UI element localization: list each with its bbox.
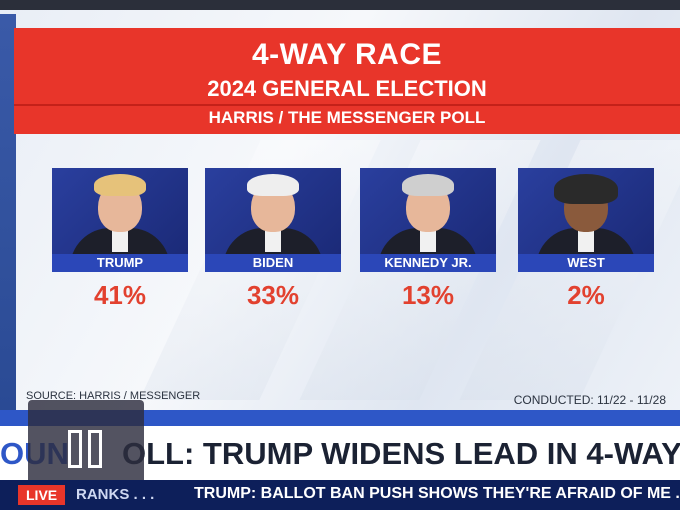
candidate-percentage: 33% (246, 280, 300, 310)
graphic-header: 4-WAY RACE 2024 GENERAL ELECTION HARRIS … (14, 28, 680, 134)
candidate-name: TRUMP (52, 254, 188, 272)
pause-icon (68, 430, 108, 473)
candidate-name: BIDEN (205, 254, 341, 272)
candidate-name: KENNEDY JR. (360, 254, 496, 272)
lower-third-headline: OLL: TRUMP WIDENS LEAD IN 4-WAY R (122, 436, 680, 471)
candidate-photo (360, 168, 496, 254)
conducted-dates: CONDUCTED: 11/22 - 11/28 (513, 393, 666, 407)
graphic-title: 4-WAY RACE (251, 38, 443, 71)
live-badge: LIVE (18, 485, 66, 505)
ticker-headline: TRUMP: BALLOT BAN PUSH SHOWS THEY'RE AFR… (194, 485, 680, 502)
news-ticker: LIVE RANKS . . . TRUMP: BALLOT BAN PUSH … (0, 480, 680, 510)
ticker-item: RANKS . . . (76, 486, 155, 503)
lower-third-band (0, 410, 680, 426)
candidate-name: WEST (518, 254, 654, 272)
candidate-photo (518, 168, 654, 254)
candidate-percentage: 41% (93, 280, 147, 310)
candidate-photo (205, 168, 341, 254)
graphic-subtitle: 2024 GENERAL ELECTION (207, 76, 487, 101)
left-accent-strip (0, 14, 16, 414)
header-divider (14, 104, 680, 106)
candidate-percentage: 13% (401, 280, 455, 310)
candidate-photo (52, 168, 188, 254)
source-credit: SOURCE: HARRIS / MESSENGER (26, 390, 201, 402)
candidate-percentage: 2% (567, 280, 605, 310)
poll-name: HARRIS / THE MESSENGER POLL (208, 108, 486, 127)
